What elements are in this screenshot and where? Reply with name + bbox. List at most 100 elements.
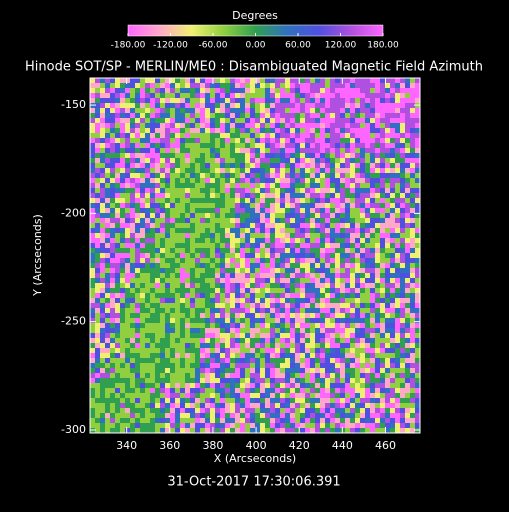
image-cell	[395, 98, 400, 103]
image-cell	[105, 128, 110, 133]
image-cell	[155, 213, 160, 218]
image-cell	[145, 138, 150, 143]
image-cell	[370, 288, 375, 293]
image-cell	[395, 188, 400, 193]
image-cell	[90, 333, 95, 338]
image-cell	[190, 103, 195, 108]
image-cell	[275, 113, 280, 118]
image-cell	[285, 428, 290, 433]
image-cell	[290, 373, 295, 378]
image-cell	[405, 168, 410, 173]
image-cell	[380, 218, 385, 223]
image-cell	[230, 378, 235, 383]
image-cell	[100, 118, 105, 123]
image-cell	[235, 188, 240, 193]
image-cell	[125, 118, 130, 123]
image-cell	[390, 83, 395, 88]
image-cell	[365, 358, 370, 363]
image-cell	[305, 348, 310, 353]
image-cell	[100, 353, 105, 358]
image-cell	[355, 218, 360, 223]
image-cell	[365, 413, 370, 418]
image-cell	[320, 318, 325, 323]
image-cell	[320, 218, 325, 223]
image-cell	[360, 428, 365, 433]
image-cell	[135, 228, 140, 233]
image-cell	[275, 323, 280, 328]
image-cell	[250, 353, 255, 358]
image-cell	[290, 303, 295, 308]
image-cell	[285, 398, 290, 403]
image-cell	[345, 253, 350, 258]
image-cell	[180, 408, 185, 413]
image-cell	[290, 88, 295, 93]
image-cell	[245, 333, 250, 338]
image-cell	[415, 213, 420, 218]
image-cell	[175, 398, 180, 403]
image-cell	[115, 218, 120, 223]
image-cell	[230, 108, 235, 113]
image-cell	[130, 353, 135, 358]
image-cell	[415, 138, 420, 143]
image-cell	[325, 428, 330, 433]
image-cell	[365, 133, 370, 138]
image-cell	[120, 198, 125, 203]
image-cell	[180, 113, 185, 118]
image-cell	[155, 413, 160, 418]
image-cell	[235, 293, 240, 298]
image-cell	[210, 108, 215, 113]
image-cell	[390, 258, 395, 263]
image-cell	[230, 253, 235, 258]
image-cell	[400, 148, 405, 153]
image-cell	[215, 153, 220, 158]
image-cell	[350, 283, 355, 288]
image-cell	[100, 393, 105, 398]
image-cell	[115, 243, 120, 248]
image-cell	[300, 163, 305, 168]
image-cell	[360, 303, 365, 308]
image-cell	[205, 148, 210, 153]
image-cell	[265, 323, 270, 328]
image-cell	[200, 128, 205, 133]
image-cell	[345, 363, 350, 368]
image-cell	[300, 308, 305, 313]
image-cell	[315, 313, 320, 318]
image-cell	[255, 373, 260, 378]
image-cell	[150, 363, 155, 368]
image-cell	[155, 418, 160, 423]
image-cell	[405, 133, 410, 138]
image-cell	[230, 413, 235, 418]
image-cell	[345, 158, 350, 163]
image-cell	[195, 293, 200, 298]
image-cell	[255, 403, 260, 408]
image-cell	[315, 168, 320, 173]
image-cell	[280, 193, 285, 198]
image-cell	[360, 198, 365, 203]
image-cell	[295, 378, 300, 383]
image-cell	[405, 228, 410, 233]
image-cell	[160, 283, 165, 288]
image-cell	[360, 168, 365, 173]
image-cell	[200, 123, 205, 128]
image-cell	[265, 268, 270, 273]
image-cell	[290, 413, 295, 418]
image-cell	[255, 323, 260, 328]
image-cell	[405, 203, 410, 208]
image-cell	[220, 413, 225, 418]
image-cell	[130, 133, 135, 138]
image-cell	[115, 418, 120, 423]
image-cell	[290, 123, 295, 128]
image-cell	[90, 213, 95, 218]
image-cell	[390, 293, 395, 298]
image-cell	[265, 168, 270, 173]
image-cell	[305, 208, 310, 213]
image-cell	[275, 153, 280, 158]
image-cell	[275, 333, 280, 338]
image-cell	[305, 233, 310, 238]
image-cell	[365, 378, 370, 383]
image-cell	[150, 428, 155, 433]
image-cell	[345, 418, 350, 423]
image-cell	[195, 378, 200, 383]
image-cell	[320, 293, 325, 298]
image-cell	[145, 148, 150, 153]
